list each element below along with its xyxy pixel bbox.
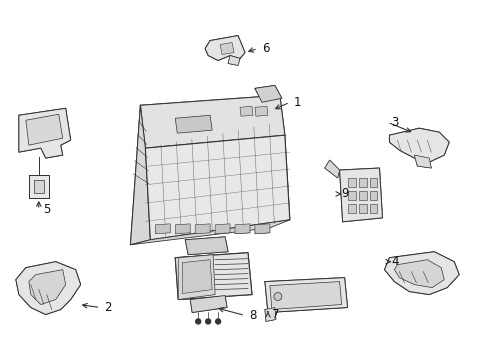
- Polygon shape: [215, 224, 230, 234]
- Polygon shape: [255, 85, 282, 102]
- Text: 5: 5: [43, 203, 50, 216]
- Polygon shape: [240, 106, 253, 116]
- Polygon shape: [146, 135, 290, 240]
- Polygon shape: [141, 95, 285, 148]
- Polygon shape: [347, 191, 356, 200]
- Polygon shape: [347, 178, 356, 187]
- Polygon shape: [178, 255, 215, 300]
- Polygon shape: [175, 224, 190, 234]
- Text: 3: 3: [392, 116, 399, 129]
- Polygon shape: [359, 204, 367, 213]
- Text: 2: 2: [104, 301, 112, 314]
- Polygon shape: [394, 260, 444, 288]
- Polygon shape: [19, 108, 71, 158]
- Text: 1: 1: [294, 96, 301, 109]
- Polygon shape: [325, 160, 340, 178]
- Circle shape: [196, 319, 201, 324]
- Polygon shape: [16, 262, 81, 315]
- Polygon shape: [195, 224, 210, 234]
- Polygon shape: [130, 105, 150, 245]
- Polygon shape: [415, 155, 431, 168]
- Polygon shape: [175, 115, 212, 133]
- Text: 8: 8: [249, 309, 256, 322]
- Polygon shape: [235, 224, 250, 234]
- Polygon shape: [390, 128, 449, 162]
- Polygon shape: [190, 296, 227, 312]
- Polygon shape: [34, 180, 44, 193]
- Polygon shape: [359, 191, 367, 200]
- Polygon shape: [155, 224, 171, 234]
- Text: 9: 9: [342, 188, 349, 201]
- Polygon shape: [130, 220, 290, 245]
- Polygon shape: [369, 191, 377, 200]
- Polygon shape: [205, 36, 245, 60]
- Polygon shape: [347, 204, 356, 213]
- Circle shape: [206, 319, 211, 324]
- Polygon shape: [182, 260, 212, 293]
- Polygon shape: [265, 307, 276, 321]
- Circle shape: [274, 293, 282, 301]
- Polygon shape: [175, 253, 252, 300]
- Polygon shape: [369, 204, 377, 213]
- Polygon shape: [255, 106, 268, 116]
- Polygon shape: [185, 237, 228, 255]
- Polygon shape: [228, 55, 240, 66]
- Polygon shape: [29, 175, 49, 198]
- Polygon shape: [29, 270, 66, 305]
- Circle shape: [216, 319, 220, 324]
- Text: 7: 7: [272, 308, 279, 321]
- Polygon shape: [220, 42, 234, 54]
- Polygon shape: [385, 252, 459, 294]
- Polygon shape: [265, 278, 347, 312]
- Polygon shape: [359, 178, 367, 187]
- Polygon shape: [255, 224, 270, 234]
- Text: 6: 6: [262, 42, 270, 55]
- Polygon shape: [270, 282, 342, 310]
- Polygon shape: [369, 178, 377, 187]
- Polygon shape: [340, 168, 383, 222]
- Polygon shape: [26, 114, 63, 145]
- Text: 4: 4: [392, 255, 399, 268]
